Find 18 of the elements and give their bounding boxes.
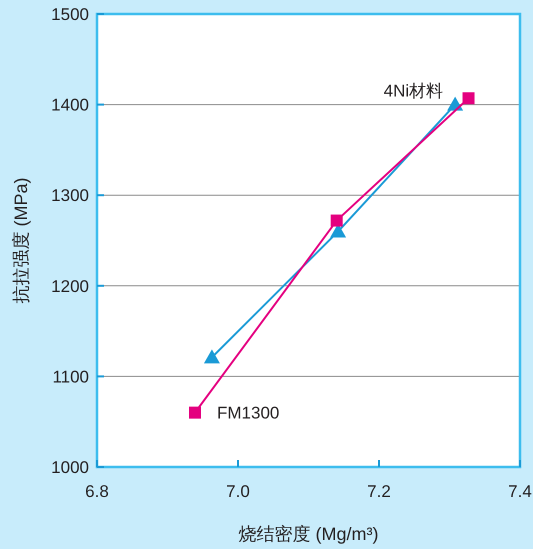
annotation: FM1300	[216, 404, 280, 423]
x-tick-label: 7.2	[367, 482, 391, 501]
y-tick-label: 1100	[52, 367, 89, 386]
x-tick-label: 6.8	[85, 482, 109, 501]
y-tick-label: 1000	[51, 458, 89, 477]
y-tick-label: 1300	[51, 186, 89, 206]
y-axis-title: 抗拉强度 (MPa)	[11, 178, 31, 304]
y-tick-label: 1400	[51, 96, 89, 115]
point	[330, 214, 343, 227]
y-tick-label: 1200	[51, 276, 89, 296]
point	[462, 92, 475, 104]
annotation: 4Ni材料	[384, 82, 444, 101]
point	[188, 406, 201, 419]
x-axis-title: 烧结密度 (Mg/m³)	[238, 524, 378, 544]
y-tick-label: 1500	[51, 5, 89, 24]
point	[204, 349, 220, 364]
x-tick-label: 7.0	[226, 482, 250, 501]
x-tick-label: 7.4	[508, 482, 532, 501]
